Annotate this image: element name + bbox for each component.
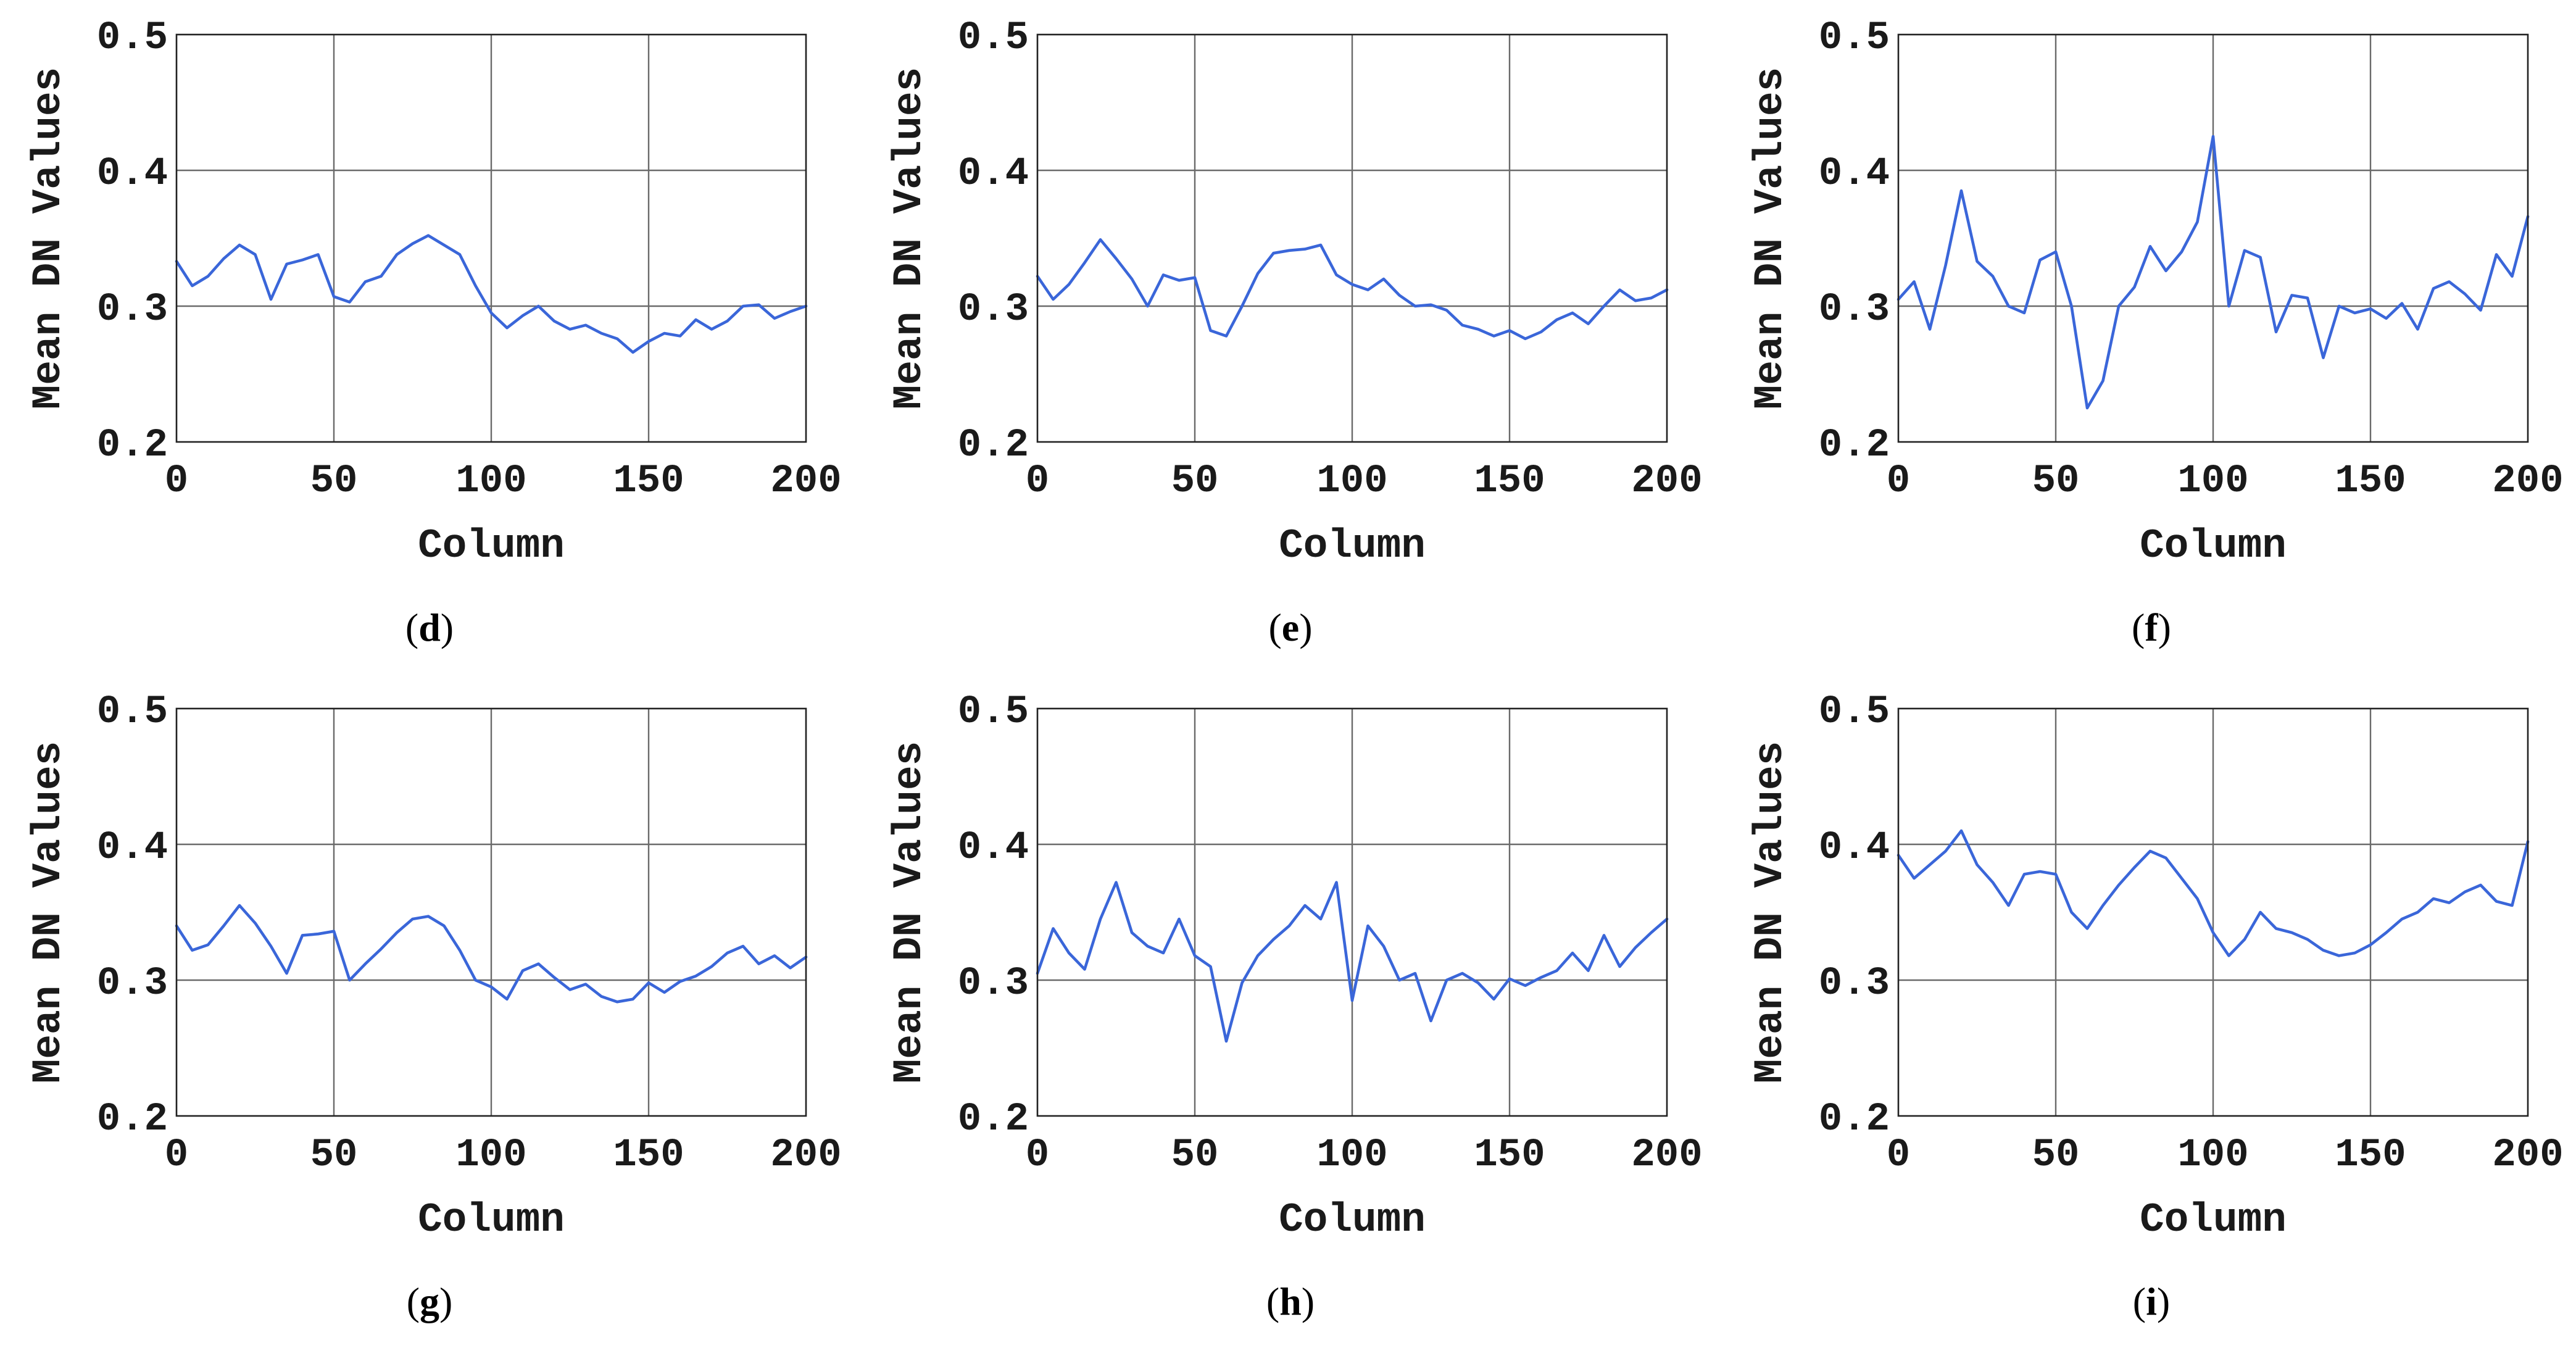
plot-frame	[1036, 33, 1668, 443]
y-tick-label: 0.3	[958, 962, 1029, 1006]
x-tick-label: 100	[1316, 459, 1387, 504]
series-line-g	[175, 904, 808, 1004]
x-tick-label: 50	[310, 1133, 358, 1178]
x-axis-label: Column	[1279, 1197, 1426, 1243]
x-tick-label: 150	[1474, 459, 1545, 504]
chart-panel-f: 0 50 100 150 200 0.2 0.3 0.4 0.5 Column Mean DN Va…	[1747, 16, 2564, 649]
series-line-i	[1897, 829, 2530, 957]
y-tick-label: 0.4	[958, 826, 1029, 870]
panel-caption-d: (d)	[405, 605, 454, 649]
x-axis-label: Column	[418, 1197, 565, 1243]
plot-frame	[1036, 707, 1668, 1117]
x-tick-label: 50	[2032, 459, 2080, 504]
x-tick-label: 0	[1026, 1133, 1049, 1178]
x-axis-label: Column	[2140, 523, 2287, 569]
x-tick-label: 150	[2335, 459, 2406, 504]
y-axis-label: Mean DN Values	[25, 67, 72, 410]
x-axis-label: Column	[418, 523, 565, 569]
x-tick-label: 100	[2177, 459, 2248, 504]
x-tick-label: 0	[165, 1133, 188, 1178]
x-tick-label: 50	[2032, 1133, 2080, 1178]
y-tick-label: 0.5	[958, 16, 1029, 60]
chart-panel-i: 0 50 100 150 200 0.2 0.3 0.4 0.5 Column Mean DN Va…	[1747, 690, 2564, 1323]
x-tick-label: 200	[1631, 459, 1702, 504]
x-tick-label: 0	[1887, 459, 1910, 504]
chart-panel-e: 0 50 100 150 200 0.2 0.3 0.4 0.5 Column Mean DN Va…	[886, 16, 1703, 649]
x-tick-label: 50	[1171, 459, 1219, 504]
x-tick-label: 150	[1474, 1133, 1545, 1178]
y-tick-label: 0.4	[958, 152, 1029, 196]
x-tick-label: 50	[310, 459, 358, 504]
y-tick-label: 0.2	[1819, 1097, 1890, 1142]
panel-caption-e: (e)	[1268, 605, 1312, 649]
y-tick-label: 0.3	[97, 288, 168, 332]
x-tick-label: 150	[613, 459, 684, 504]
y-tick-label: 0.4	[97, 152, 168, 196]
y-axis-label: Mean DN Values	[25, 741, 72, 1084]
panel-caption-g: (g)	[407, 1279, 453, 1323]
y-tick-label: 0.2	[1819, 423, 1890, 468]
series-line-f	[1897, 135, 2530, 410]
x-tick-label: 150	[2335, 1133, 2406, 1178]
chart-panel-g: 0 50 100 150 200 0.2 0.3 0.4 0.5 Column Mean DN Va…	[25, 690, 842, 1323]
y-tick-label: 0.3	[1819, 288, 1890, 332]
x-tick-label: 200	[2492, 459, 2563, 504]
x-tick-label: 150	[613, 1133, 684, 1178]
x-tick-label: 200	[1631, 1133, 1702, 1178]
panel-caption-f: (f)	[2132, 605, 2171, 649]
y-tick-label: 0.5	[958, 690, 1029, 734]
x-axis-label: Column	[2140, 1197, 2287, 1243]
series-line-e	[1036, 238, 1669, 341]
x-axis-label: Column	[1279, 523, 1426, 569]
x-tick-label: 200	[2492, 1133, 2563, 1178]
plot-frame	[175, 707, 807, 1117]
x-tick-label: 100	[2177, 1133, 2248, 1178]
y-tick-label: 0.2	[97, 423, 168, 468]
y-tick-label: 0.4	[97, 826, 168, 870]
x-tick-label: 0	[165, 459, 188, 504]
x-tick-label: 50	[1171, 1133, 1219, 1178]
x-tick-label: 200	[770, 1133, 841, 1178]
series-line-d	[175, 234, 808, 354]
y-axis-label: Mean DN Values	[886, 67, 933, 410]
panel-caption-i: (i)	[2133, 1279, 2170, 1323]
panel-caption-h: (h)	[1266, 1279, 1315, 1323]
y-tick-label: 0.2	[97, 1097, 168, 1142]
x-tick-label: 100	[1316, 1133, 1387, 1178]
plot-frame	[1897, 707, 2529, 1117]
x-tick-label: 0	[1887, 1133, 1910, 1178]
y-tick-label: 0.4	[1819, 826, 1890, 870]
y-tick-label: 0.5	[1819, 16, 1890, 60]
y-tick-label: 0.2	[958, 423, 1029, 468]
x-tick-label: 100	[455, 459, 526, 504]
y-tick-label: 0.3	[1819, 962, 1890, 1006]
y-tick-label: 0.3	[97, 962, 168, 1006]
chart-panel-d: 0 50 100 150 200 0.2 0.3 0.4 0.5 Column Mean DN Va…	[25, 16, 842, 649]
y-axis-label: Mean DN Values	[1747, 67, 1793, 410]
y-axis-label: Mean DN Values	[886, 741, 933, 1084]
y-tick-label: 0.5	[97, 690, 168, 734]
y-axis-label: Mean DN Values	[1747, 741, 1793, 1084]
y-tick-label: 0.2	[958, 1097, 1029, 1142]
y-tick-label: 0.5	[1819, 690, 1890, 734]
y-tick-label: 0.5	[97, 16, 168, 60]
plot-frame	[175, 33, 807, 443]
plot-frame	[1897, 33, 2529, 443]
chart-panel-h: 0 50 100 150 200 0.2 0.3 0.4 0.5 Column Mean DN Va…	[886, 690, 1703, 1323]
series-line-h	[1036, 881, 1669, 1043]
x-tick-label: 0	[1026, 459, 1049, 504]
x-tick-label: 200	[770, 459, 841, 504]
x-tick-label: 100	[455, 1133, 526, 1178]
y-tick-label: 0.3	[958, 288, 1029, 332]
y-tick-label: 0.4	[1819, 152, 1890, 196]
